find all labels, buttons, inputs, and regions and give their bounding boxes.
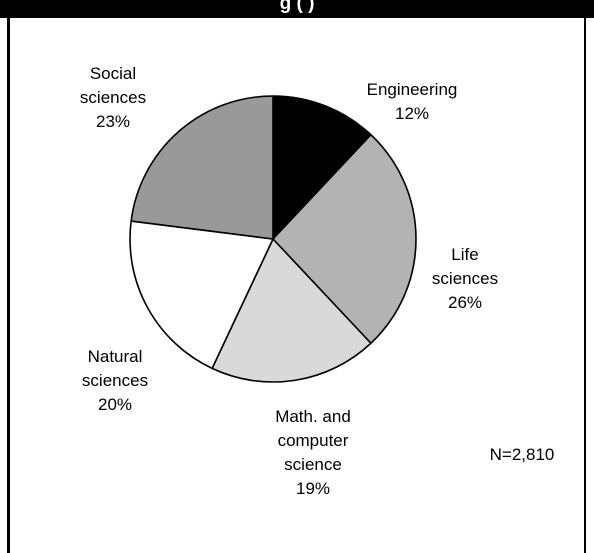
left-border-rule [7,18,10,553]
pie-label-life-sciences: Life sciences 26% [432,245,498,312]
pie-slice-social-sciences [130,95,274,240]
sample-size-annotation: N=2,810 [490,445,555,464]
pie-label-math-cs: Math. and computer science 19% [275,407,351,498]
pie-slice-life-sciences [272,133,417,345]
pie-label-engineering: Engineering 12% [367,80,458,123]
pie-slice-engineering [272,95,372,240]
pie-label-social-sciences: Social sciences 23% [80,64,146,131]
pie-label-natural-sciences: Natural sciences 20% [82,347,148,414]
pie-slice-math-cs [211,238,372,383]
pie-slices [129,95,417,383]
pie-labels: Engineering 12% Life sciences 26% Math. and co… [80,64,498,498]
chart-title-fragment: g ( ) [279,0,315,14]
right-border-rule [584,18,586,553]
pie-slice-natural-sciences [129,220,274,370]
header-bar: g ( ) [0,0,594,18]
